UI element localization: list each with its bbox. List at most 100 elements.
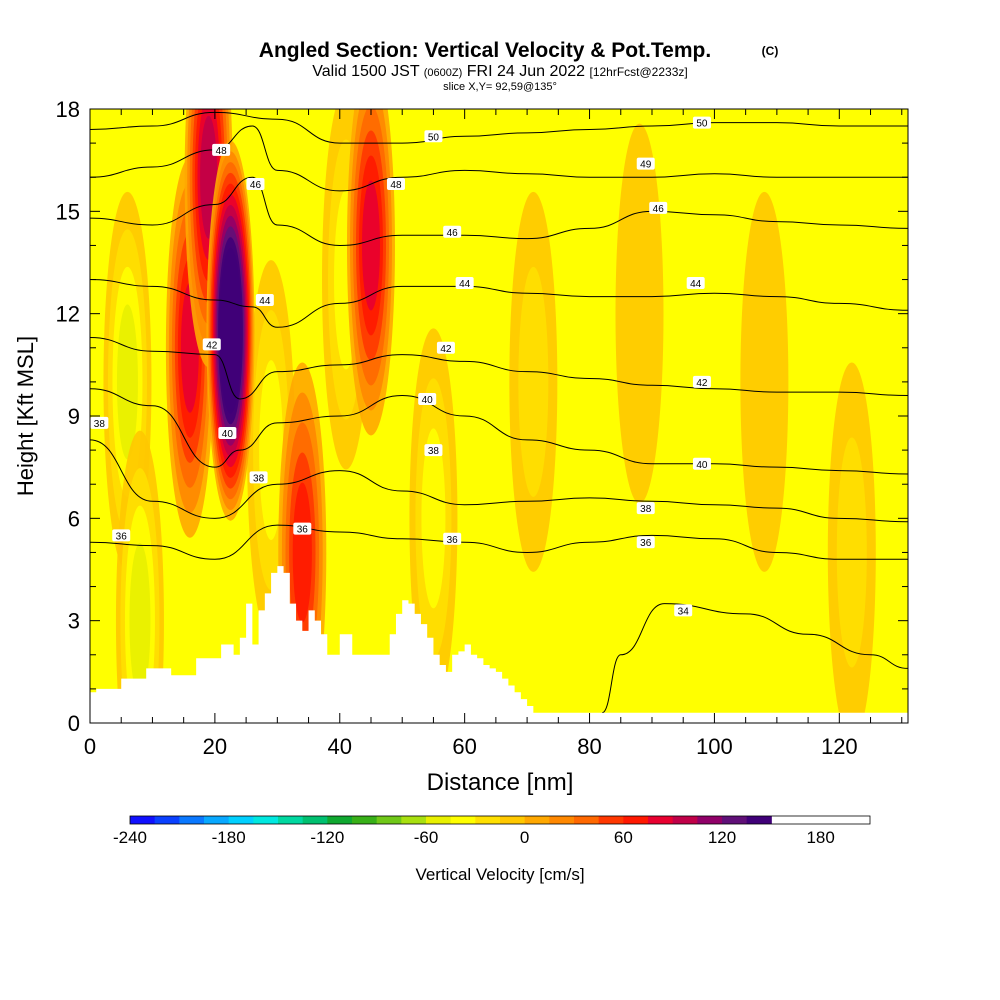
contour-label-8: 36: [112, 529, 131, 542]
chart-subtitle: Valid 1500 JST (0600Z) FRI 24 Jun 2022 […: [312, 63, 687, 80]
contour-label-text: 50: [696, 119, 708, 130]
colorbar-swatch: [253, 816, 279, 824]
velocity-band: [740, 191, 789, 572]
contour-label-bg: [443, 225, 462, 238]
contour-label-bg: [218, 427, 237, 440]
x-axis-label: Distance [nm]: [427, 769, 574, 796]
contour-label-bg: [202, 338, 221, 351]
velocity-band: [223, 280, 238, 382]
colorbar-swatch: [401, 816, 427, 824]
contour-label-5: 38: [249, 471, 268, 484]
contour-label-23: 38: [636, 502, 655, 515]
colorbar-swatch: [426, 816, 452, 824]
colorbar-swatch: [228, 816, 254, 824]
colorbar-swatch: [574, 816, 600, 824]
contour-label-bg: [443, 532, 462, 545]
contour-label-text: 46: [250, 180, 262, 191]
colorbar-swatch: [524, 816, 550, 824]
colorbar-swatch: [746, 816, 772, 824]
contour-label-11: 46: [443, 225, 462, 239]
contour-label-text: 44: [690, 279, 702, 290]
contour-label-12: 44: [455, 276, 474, 290]
colorbar-tick-label: -120: [310, 828, 344, 847]
contour-label-1: 46: [246, 178, 265, 191]
contour-label-21: 42: [692, 375, 711, 389]
colorbar-tick-label: -60: [414, 828, 439, 847]
contour-label-20: 44: [686, 276, 705, 290]
contour-label-9: 50: [424, 130, 443, 143]
contour-label-bg: [636, 502, 655, 515]
contour-label-16: 36: [443, 532, 462, 546]
velocity-band: [292, 482, 312, 623]
colorbar-swatch: [130, 816, 156, 824]
velocity-cell-0: [740, 191, 789, 572]
colorbar-swatch: [500, 816, 526, 824]
contour-label-bg: [112, 529, 131, 542]
theta-contour-50: [90, 111, 908, 144]
colorbar-swatch: [278, 816, 304, 824]
colorbar-tick-label: 180: [806, 828, 834, 847]
velocity-cell-11: [346, 109, 395, 436]
x-tick-label: 20: [203, 734, 227, 759]
contour-label-text: 50: [428, 132, 440, 143]
x-tick-label: 60: [452, 734, 476, 759]
theta-contour-46: [90, 176, 908, 246]
contour-label-3: 42: [202, 338, 221, 351]
contour-label-text: 40: [222, 429, 234, 440]
x-axis: 0 20 40 60 80 100 120: [84, 109, 903, 759]
colorbar-tick-label: -240: [113, 828, 147, 847]
colorbar-swatch: [475, 816, 501, 824]
contour-label-14: 40: [418, 392, 437, 406]
y-tick-label: 12: [56, 302, 80, 327]
contour-label-text: 48: [390, 180, 402, 191]
colorbar-swatch: [598, 816, 624, 824]
contour-label-bg: [249, 471, 268, 484]
contour-label-bg: [692, 116, 711, 129]
y-tick-label: 18: [56, 97, 80, 122]
velocity-cell-3: [509, 191, 558, 572]
contour-label-text: 38: [428, 446, 440, 457]
contour-label-25: 34: [674, 604, 693, 617]
contour-label-bg: [424, 444, 443, 457]
contour-label-bg: [255, 294, 274, 307]
contour-label-4: 40: [218, 427, 237, 440]
theta-contour-42: [90, 337, 908, 400]
x-tick-label: 80: [577, 734, 601, 759]
valid-time: Valid 1500 JST: [312, 63, 420, 80]
x-tick-label: 120: [821, 734, 858, 759]
forecast-run: [12hrFcst@2233z]: [589, 65, 687, 79]
colorbar: [129, 815, 871, 825]
colorbar-swatch: [672, 816, 698, 824]
contour-label-bg: [436, 341, 455, 354]
contour-label-bg: [386, 178, 405, 191]
contour-label-text: 46: [653, 204, 665, 215]
contour-label-6: 36: [293, 522, 312, 536]
velocity-cell-2: [827, 362, 876, 723]
contour-label-7: 38: [90, 416, 109, 430]
terrain-mask: [90, 566, 908, 723]
colorbar-swatch: [623, 816, 649, 824]
contour-label-bg: [424, 130, 443, 143]
contour-labels: 48 46 44 42 40 38 36 38 36 50 48 46 44 42 40 38 36 50 49 46…: [90, 116, 711, 617]
y-axis-label: Height [Kft MSL]: [13, 336, 38, 496]
contour-label-18: 49: [636, 157, 655, 171]
colorbar-swatch: [549, 816, 575, 824]
contour-label-text: 42: [206, 340, 218, 351]
contour-label-bg: [692, 457, 711, 470]
contour-label-bg: [649, 201, 668, 214]
contour-label-text: 46: [447, 228, 459, 239]
velocity-band: [129, 543, 151, 699]
contour-label-bg: [636, 536, 655, 549]
contour-label-15: 38: [424, 444, 443, 457]
contour-label-text: 40: [422, 395, 434, 406]
theta-contour-38: [90, 439, 908, 523]
contour-label-0: 48: [212, 143, 231, 157]
velocity-band: [116, 304, 138, 460]
contour-label-bg: [246, 178, 265, 191]
y-tick-label: 9: [68, 404, 80, 429]
colorbar-tick-label: 0: [520, 828, 529, 847]
contour-label-bg: [418, 392, 437, 405]
colorbar-swatch: [179, 816, 205, 824]
